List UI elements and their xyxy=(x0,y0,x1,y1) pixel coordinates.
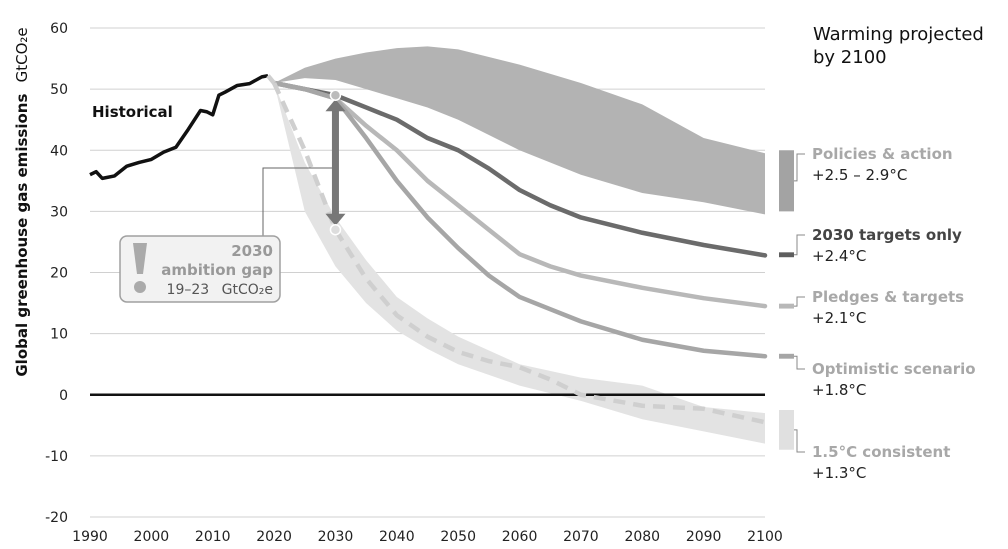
legend-1-5-c-consistent-warming: +1.3°C xyxy=(812,464,866,482)
gap-top-point xyxy=(329,89,342,101)
y-tick-label: 10 xyxy=(50,327,68,343)
legend-2030-targets-only-connector xyxy=(794,234,805,256)
x-tick-label: 2010 xyxy=(195,529,231,545)
legend-title: Warming projected by 2100 xyxy=(813,24,984,68)
y-tick-label: 0 xyxy=(59,388,68,404)
x-tick-label: 2090 xyxy=(686,529,722,545)
x-tick-label: 2080 xyxy=(624,529,660,545)
x-tick-label: 2050 xyxy=(440,529,476,545)
y-tick-label: 20 xyxy=(50,266,68,282)
scenario-bands xyxy=(274,46,765,444)
x-tick-label: 2000 xyxy=(134,529,170,545)
historical-bridge xyxy=(266,74,276,85)
legend-2030-targets-only-warming: +2.4°C xyxy=(812,247,866,265)
x-tick-label: 2030 xyxy=(318,529,354,545)
series-optimistic-scenario xyxy=(271,80,768,359)
legend-pledges-targets-name: Pledges & targets xyxy=(812,288,964,306)
legend-policies-action-connector xyxy=(794,153,805,182)
x-tick-label: 2070 xyxy=(563,529,599,545)
exclamation-icon xyxy=(133,243,147,293)
gap-arrow-down-head xyxy=(325,213,346,226)
y-axis-title: Global greenhouse gas emissions xyxy=(13,94,31,377)
y-tick-label: 30 xyxy=(50,204,68,220)
y-axis-unit: GtCO₂e xyxy=(13,27,31,82)
y-tick-label: 40 xyxy=(50,143,68,159)
x-tick-label: 2060 xyxy=(502,529,538,545)
historical-label: Historical xyxy=(92,103,173,121)
band-1-5-c-consistent xyxy=(274,83,765,444)
svg-text:19–23 GtCO₂e: 19–23 GtCO₂e xyxy=(167,282,273,298)
historical-line xyxy=(89,73,269,181)
legend-pledges-targets-connector xyxy=(794,296,805,307)
legend-policies-action-name: Policies & action xyxy=(812,145,953,163)
y-tick-labels: 60 50 40 30 20 10 0 -10 -20 xyxy=(45,21,68,526)
legend-policies-action-marker xyxy=(779,150,794,212)
legend-1-5-c-consistent-marker xyxy=(779,410,794,450)
legend-2030-targets-only-name: 2030 targets only xyxy=(812,226,962,244)
x-tick-label: 2040 xyxy=(379,529,415,545)
legend-optimistic-scenario-connector xyxy=(794,355,805,370)
x-tick-labels: 1990 2000 2010 2020 2030 2040 2050 2060 2070 2080… xyxy=(72,529,783,545)
legend: Policies & action +2.5 – 2.9°C 2030 target… xyxy=(779,145,976,482)
gap-leader-line xyxy=(262,167,335,236)
x-tick-label: 2100 xyxy=(747,529,783,545)
legend-policies-action-warming: +2.5 – 2.9°C xyxy=(812,166,907,184)
gap-year-label: 2030 xyxy=(231,242,273,260)
gap-box xyxy=(119,235,281,303)
y-tick-label: -10 xyxy=(45,449,68,465)
gap-bottom-point xyxy=(329,223,342,236)
gap-arrow-up-head xyxy=(325,99,346,112)
y-tick-label: 60 xyxy=(50,21,68,37)
svg-text:Global greenhouse gas emission: Global greenhouse gas emissions GtCO₂e xyxy=(13,27,31,376)
ambition-gap-annotation: 2030 ambition gap 19–23 GtCO₂e xyxy=(119,89,346,303)
legend-pledges-targets-marker xyxy=(779,303,794,309)
scenario-lines xyxy=(271,80,768,425)
x-tick-label: 1990 xyxy=(72,529,108,545)
y-tick-label: -20 xyxy=(45,510,68,526)
legend-optimistic-scenario-name: Optimistic scenario xyxy=(812,360,976,378)
gap-unit: GtCO₂e xyxy=(222,282,273,298)
legend-pledges-targets-warming: +2.1°C xyxy=(812,309,866,327)
historical-series xyxy=(89,73,276,181)
y-axis-label: Global greenhouse gas emissions GtCO₂e xyxy=(13,27,31,376)
gap-title: ambition gap xyxy=(161,261,273,279)
y-tick-label: 50 xyxy=(50,82,68,98)
x-tick-label: 2020 xyxy=(256,529,292,545)
legend-title-line1: Warming projected xyxy=(813,24,984,45)
legend-1-5-c-consistent-name: 1.5°C consistent xyxy=(812,443,950,461)
gap-detail: 19–23 xyxy=(167,282,210,298)
legend-optimistic-scenario-marker xyxy=(779,353,794,359)
series-1-5-c-consistent xyxy=(272,82,766,425)
legend-optimistic-scenario-warming: +1.8°C xyxy=(812,381,866,399)
legend-1-5-c-consistent-connector xyxy=(794,429,805,453)
band-policies-action xyxy=(274,46,765,215)
legend-title-line2: by 2100 xyxy=(813,47,887,68)
legend-2030-targets-only-marker xyxy=(779,252,794,258)
